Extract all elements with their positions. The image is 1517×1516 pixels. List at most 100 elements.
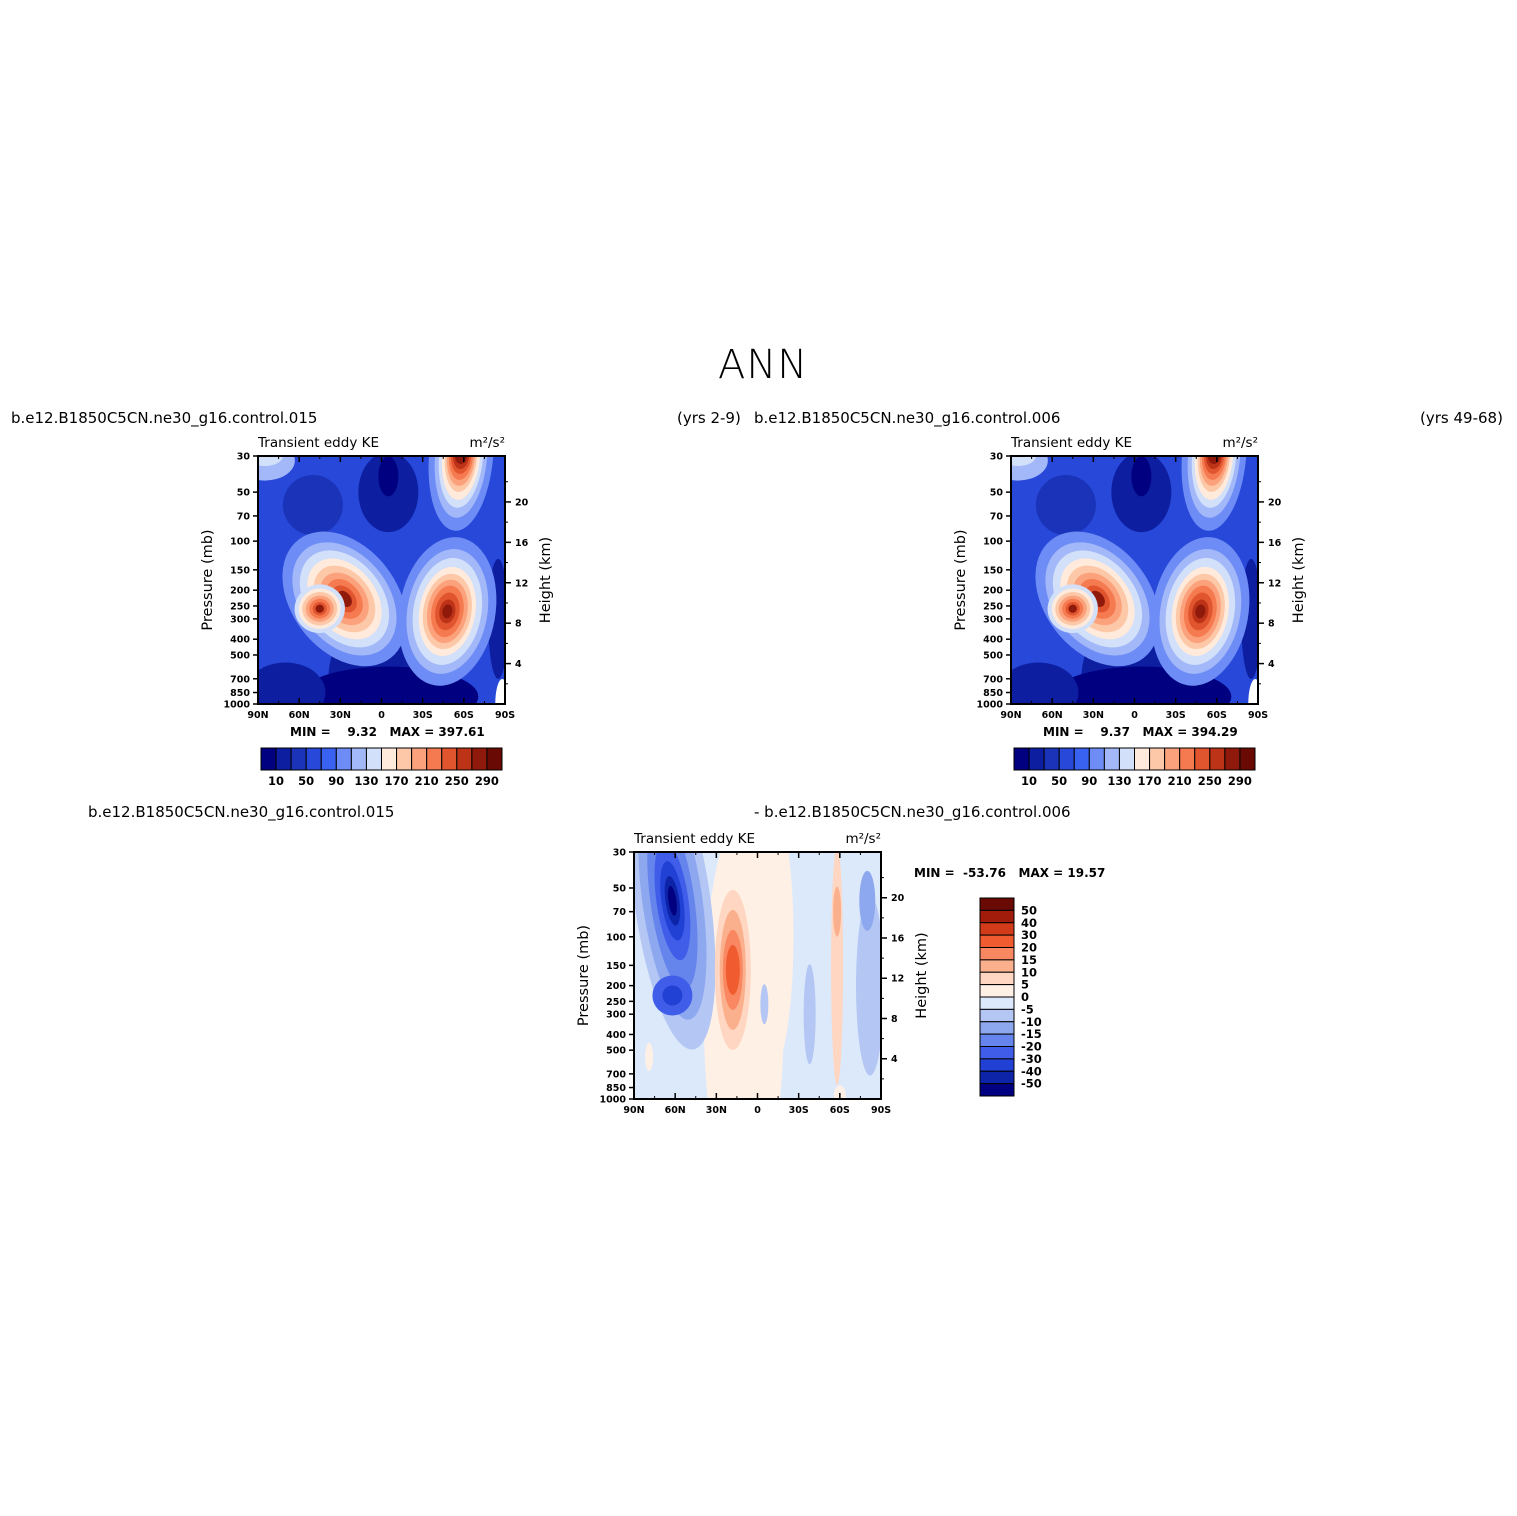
min-max-stats: MIN = -53.76 MAX = 19.57: [914, 866, 1105, 880]
y-tick-label: 150: [983, 565, 1003, 576]
x-tick-label: 30S: [413, 710, 433, 721]
y-tick-label: 850: [606, 1083, 626, 1094]
y-tick-label: 70: [990, 511, 1004, 522]
colorbar-swatch: [979, 971, 1015, 986]
x-tick-label: 90S: [495, 710, 515, 721]
y-right-tick-label: 8: [515, 619, 522, 630]
colorbar-label: 250: [1198, 774, 1222, 788]
y-tick-label: 50: [613, 883, 627, 894]
y-tick-label: 500: [606, 1046, 626, 1057]
y-tick-label: 50: [237, 488, 251, 499]
y-tick-label: 200: [230, 586, 250, 597]
colorbar-label: 50: [1051, 774, 1067, 788]
colorbar-label: -50: [1021, 1077, 1042, 1091]
y-tick-label: 850: [983, 688, 1003, 699]
y-tick-label: 50: [990, 488, 1004, 499]
y-right-tick-label: 8: [891, 1014, 898, 1025]
x-tick-label: 60S: [454, 710, 474, 721]
chart-title: Transient eddy KE: [1010, 435, 1132, 451]
colorbar-swatch: [979, 1046, 1015, 1060]
colorbar-label: 10: [268, 774, 284, 788]
colorbar-swatch: [979, 897, 1015, 911]
colorbar-label: 0: [1021, 990, 1029, 1004]
colorbar-swatch: [979, 1070, 1015, 1085]
colorbar-label: 290: [1228, 774, 1252, 788]
units-label: m²/s²: [845, 831, 881, 847]
y-right-axis-label: Height (km): [538, 537, 554, 623]
y-tick-label: 100: [606, 932, 626, 943]
colorbar-label: -10: [1021, 1015, 1042, 1029]
colorbar-swatch: [979, 922, 1015, 936]
x-tick-label: 30N: [1083, 710, 1104, 721]
y-right-axis-label: Height (km): [1291, 537, 1307, 623]
colorbar-swatch: [979, 1021, 1015, 1035]
colorbar-label: 130: [1107, 774, 1131, 788]
y-tick-label: 70: [613, 907, 627, 918]
bottom-case-b-label: - b.e12.B1850C5CN.ne30_g16.control.006: [754, 803, 1071, 821]
y-tick-label: 1000: [600, 1095, 627, 1106]
y-tick-label: 700: [606, 1069, 626, 1080]
y-tick-label: 200: [606, 981, 626, 992]
y-tick-label: 30: [237, 452, 251, 463]
y-tick-label: 250: [606, 997, 626, 1008]
chart-title: Transient eddy KE: [257, 435, 379, 451]
y-axis-label: Pressure (mb): [953, 529, 969, 630]
top-left-case-label: b.e12.B1850C5CN.ne30_g16.control.015: [11, 409, 318, 427]
y-right-tick-label: 20: [515, 497, 529, 508]
colorbar-label: 20: [1021, 941, 1037, 955]
y-right-tick-label: 12: [515, 578, 528, 589]
chart-title: Transient eddy KE: [633, 831, 755, 847]
min-max-stats: MIN = 9.32 MAX = 397.61: [290, 725, 485, 739]
colorbar-label: 210: [1168, 774, 1192, 788]
colorbar-swatch: [979, 909, 1015, 924]
x-tick-label: 30N: [706, 1105, 727, 1116]
y-tick-label: 70: [237, 511, 251, 522]
top-right-case-label: b.e12.B1850C5CN.ne30_g16.control.006: [754, 409, 1061, 427]
colorbar-label: 170: [385, 774, 409, 788]
y-tick-label: 500: [983, 650, 1003, 661]
x-tick-label: 0: [378, 710, 385, 721]
y-right-tick-label: 20: [891, 893, 905, 904]
colorbar-label: 170: [1138, 774, 1162, 788]
y-tick-label: 1000: [977, 700, 1004, 711]
colorbar-label: 30: [1021, 928, 1037, 942]
colorbar-label: 10: [1021, 774, 1037, 788]
y-tick-label: 700: [983, 674, 1003, 685]
colorbar-swatch: [979, 1083, 1015, 1097]
colorbar-swatch: [979, 1008, 1015, 1023]
colorbar-swatch: [486, 747, 503, 771]
top-left-years-label: (yrs 2-9): [677, 409, 741, 427]
y-tick-label: 30: [990, 452, 1004, 463]
colorbar-label: 90: [1081, 774, 1097, 788]
x-tick-label: 90S: [1248, 710, 1268, 721]
y-tick-label: 300: [606, 1010, 626, 1021]
y-tick-label: 100: [230, 537, 250, 548]
y-right-tick-label: 4: [891, 1054, 898, 1065]
y-right-tick-label: 12: [1268, 578, 1281, 589]
y-right-tick-label: 4: [1268, 659, 1275, 670]
y-right-axis-label: Height (km): [914, 932, 930, 1018]
y-right-tick-label: 16: [1268, 538, 1282, 549]
y-tick-label: 300: [230, 614, 250, 625]
colorbar-label: -30: [1021, 1052, 1042, 1066]
y-tick-label: 30: [613, 848, 627, 859]
y-tick-label: 700: [230, 674, 250, 685]
units-label: m²/s²: [1222, 435, 1258, 451]
y-right-tick-label: 20: [1268, 497, 1282, 508]
y-tick-label: 150: [606, 961, 626, 972]
y-axis-label: Pressure (mb): [200, 529, 216, 630]
colorbar-label: 40: [1021, 916, 1037, 930]
y-tick-label: 300: [983, 614, 1003, 625]
colorbar-label: 5: [1021, 978, 1029, 992]
y-right-tick-label: 4: [515, 659, 522, 670]
x-tick-label: 0: [1131, 710, 1138, 721]
x-tick-label: 30N: [330, 710, 351, 721]
y-tick-label: 250: [230, 601, 250, 612]
colorbar-label: 10: [1021, 965, 1037, 979]
colorbar-swatch: [979, 996, 1015, 1010]
colorbar-swatch: [1239, 747, 1256, 771]
colorbar-swatch: [979, 934, 1015, 948]
colorbar-swatch: [979, 984, 1015, 998]
